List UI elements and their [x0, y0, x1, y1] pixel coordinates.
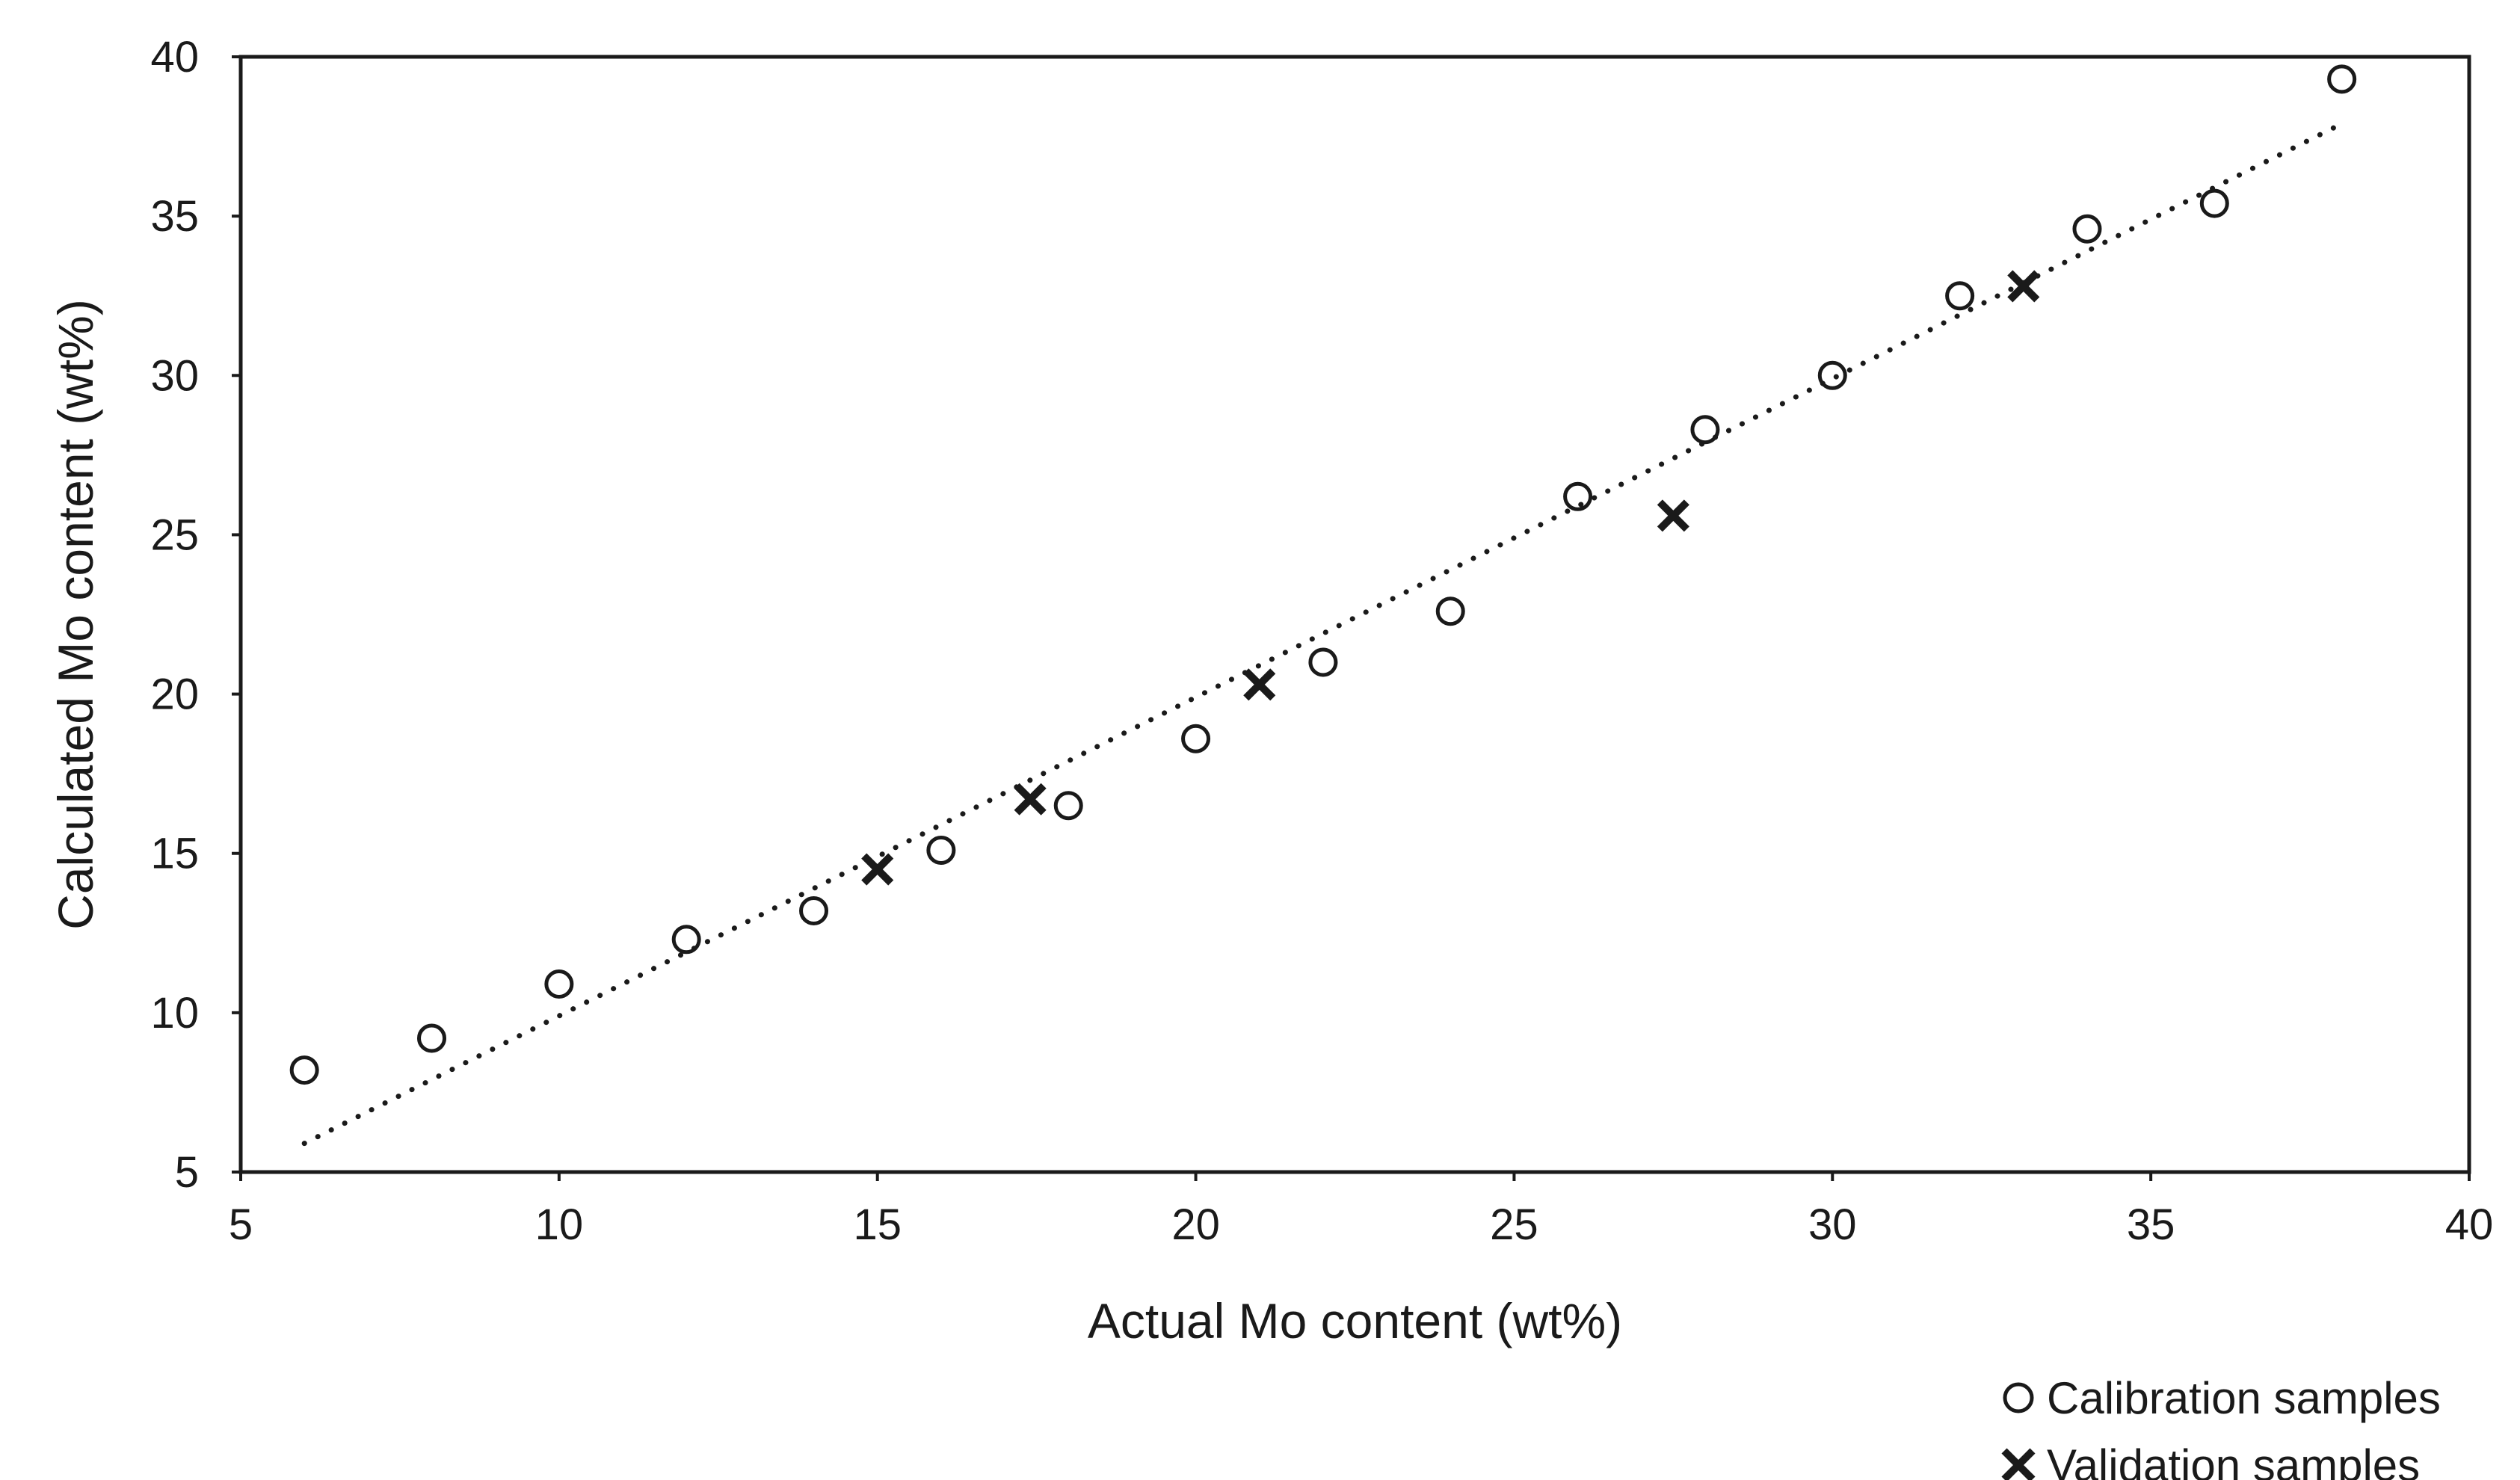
legend: Calibration samples Validation samples	[2001, 1373, 2441, 1480]
validation-point	[1243, 668, 1276, 701]
legend-circle-icon	[2003, 1382, 2034, 1413]
calibration-point	[1053, 791, 1083, 821]
calibration-point	[2327, 64, 2357, 94]
y-tick-label: 30	[150, 351, 199, 400]
y-tick-label: 25	[150, 511, 199, 559]
calibration-point	[1563, 481, 1593, 511]
validation-point	[1657, 499, 1689, 532]
legend-marker-calibration	[2003, 1382, 2034, 1413]
calibration-point	[2072, 214, 2102, 244]
calibration-point	[799, 895, 829, 925]
x-tick-label: 20	[1171, 1200, 1220, 1249]
legend-label-calibration: Calibration samples	[2047, 1373, 2441, 1423]
y-tick-label: 15	[150, 830, 199, 878]
x-tick-label: 25	[1490, 1200, 1538, 1249]
calibration-point	[1435, 596, 1465, 626]
x-tick-label: 15	[853, 1200, 902, 1249]
legend-x-icon	[2001, 1448, 2036, 1480]
legend-marker-validation	[2001, 1448, 2036, 1480]
calibration-point	[544, 969, 574, 999]
calibration-point	[1308, 647, 1338, 677]
calibration-point	[926, 835, 956, 865]
validation-point	[2007, 270, 2040, 303]
y-tick-label: 20	[150, 670, 199, 719]
x-tick-label: 40	[2445, 1200, 2494, 1249]
validation-point	[1014, 783, 1047, 815]
calibration-point	[1817, 360, 1847, 390]
x-tick-label: 5	[229, 1200, 253, 1249]
y-tick-label: 40	[150, 33, 199, 81]
y-tick-label: 35	[150, 192, 199, 241]
calibration-point	[289, 1055, 319, 1085]
calibration-point	[417, 1023, 447, 1053]
validation-point	[861, 853, 894, 886]
calibration-point	[2199, 188, 2229, 218]
x-tick-label: 35	[2127, 1200, 2175, 1249]
y-axis-title: Calculated Mo content (wt%)	[48, 299, 103, 930]
data-points	[289, 64, 2357, 1085]
calibration-point	[1945, 281, 1975, 311]
x-tick-label: 10	[535, 1200, 584, 1249]
tick-labels: 5 10 15 20 25 30 35 40 5 10 15 20 25 30 35 40	[150, 33, 2493, 1249]
x-axis-title: Actual Mo content (wt%)	[1088, 1293, 1622, 1348]
y-tick-label: 10	[150, 989, 199, 1037]
x-tick-label: 30	[1808, 1200, 1857, 1249]
legend-label-validation: Validation samples	[2047, 1440, 2420, 1480]
y-tick-label: 5	[175, 1148, 199, 1197]
calibration-point	[1690, 415, 1720, 445]
calibration-point	[1181, 724, 1211, 753]
plot-area-frame	[238, 55, 2471, 1174]
calibration-point	[671, 925, 701, 955]
